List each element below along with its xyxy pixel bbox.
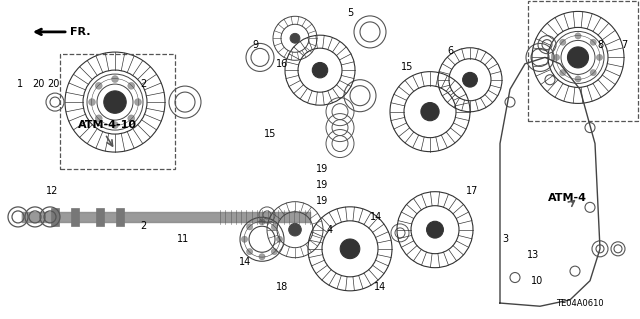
Circle shape: [340, 239, 360, 259]
Bar: [96, 208, 104, 226]
Text: ATM-4-10: ATM-4-10: [78, 120, 137, 130]
Text: 14: 14: [370, 212, 382, 222]
Text: 13: 13: [527, 250, 539, 260]
Text: 20: 20: [32, 79, 44, 89]
Circle shape: [246, 249, 253, 255]
Circle shape: [289, 223, 301, 236]
Text: 15: 15: [264, 129, 276, 139]
Circle shape: [104, 91, 126, 113]
Circle shape: [421, 102, 439, 121]
Circle shape: [463, 72, 477, 87]
Circle shape: [559, 70, 566, 76]
Text: FR.: FR.: [70, 27, 90, 37]
Circle shape: [88, 99, 95, 106]
Text: 14: 14: [239, 256, 251, 267]
Circle shape: [559, 39, 566, 45]
Text: 6: 6: [447, 46, 453, 56]
Text: 1: 1: [17, 79, 23, 89]
Circle shape: [271, 249, 278, 255]
Circle shape: [427, 221, 444, 238]
Text: 4: 4: [327, 225, 333, 235]
Bar: [528, 1, 638, 121]
Circle shape: [568, 47, 589, 68]
Circle shape: [259, 254, 265, 260]
Circle shape: [246, 224, 253, 230]
Text: 20: 20: [47, 79, 59, 89]
Circle shape: [95, 115, 102, 122]
Text: 19: 19: [316, 180, 328, 190]
Circle shape: [575, 76, 581, 82]
Text: 3: 3: [502, 234, 508, 244]
Circle shape: [134, 99, 141, 106]
Circle shape: [128, 82, 135, 89]
Circle shape: [575, 33, 581, 39]
Bar: [51, 208, 59, 226]
Circle shape: [590, 39, 596, 45]
Text: 17: 17: [466, 186, 478, 197]
Text: 18: 18: [276, 282, 288, 292]
Text: 16: 16: [276, 59, 288, 69]
Bar: [116, 208, 124, 226]
Bar: [60, 54, 175, 169]
Text: 2: 2: [140, 221, 146, 231]
Text: 15: 15: [401, 62, 413, 72]
Text: ATM-4: ATM-4: [548, 193, 587, 203]
Text: 2: 2: [140, 79, 146, 89]
Circle shape: [312, 63, 328, 78]
Circle shape: [111, 76, 118, 83]
Text: 19: 19: [316, 164, 328, 174]
Circle shape: [128, 115, 135, 122]
Circle shape: [596, 54, 603, 61]
Text: 5: 5: [347, 8, 353, 18]
Bar: [71, 208, 79, 226]
Text: TE04A0610: TE04A0610: [556, 299, 604, 308]
Text: 9: 9: [252, 40, 258, 50]
Circle shape: [95, 82, 102, 89]
Text: 7: 7: [621, 40, 627, 50]
Circle shape: [554, 54, 559, 61]
Circle shape: [259, 219, 265, 225]
Circle shape: [276, 236, 283, 242]
Text: 14: 14: [374, 282, 386, 292]
Text: 12: 12: [46, 186, 58, 197]
Circle shape: [271, 224, 278, 230]
Text: 19: 19: [316, 196, 328, 206]
Circle shape: [111, 122, 118, 129]
Text: 10: 10: [531, 276, 543, 286]
Circle shape: [590, 70, 596, 76]
Circle shape: [241, 236, 248, 242]
Text: 8: 8: [597, 40, 603, 50]
Circle shape: [290, 33, 300, 43]
Text: 11: 11: [177, 234, 189, 244]
